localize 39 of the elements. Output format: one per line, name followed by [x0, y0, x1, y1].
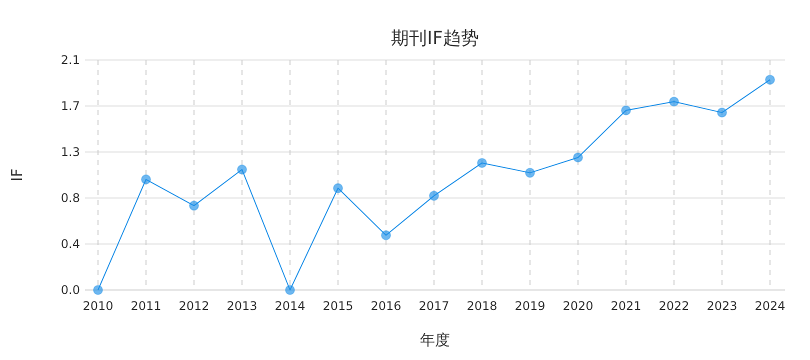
x-tick-label: 2014	[274, 299, 306, 313]
point	[764, 74, 776, 85]
x-tick-label: 2015	[322, 299, 354, 313]
x-tick-label: 2019	[514, 299, 546, 313]
point	[572, 152, 584, 162]
point	[188, 200, 200, 211]
x-tick-label: 2011	[130, 299, 162, 313]
x-tick-label: 2017	[418, 299, 450, 313]
x-tick-label: 2021	[610, 299, 642, 313]
y-tick-label: 0.8	[60, 191, 80, 206]
chart-title: 期刊IF趋势	[391, 28, 479, 49]
point	[620, 105, 632, 116]
x-tick-label: 2024	[754, 299, 786, 313]
x-tick-label: 2022	[658, 299, 690, 313]
x-tick-label: 2018	[466, 299, 498, 313]
x-axis-title: 年度	[420, 331, 450, 349]
y-tick-label: 0.0	[60, 283, 80, 298]
point	[428, 190, 440, 201]
x-tick-label: 2020	[562, 299, 594, 313]
x-tick-label: 2016	[370, 299, 402, 313]
y-tick-label: 1.3	[60, 145, 80, 160]
y-axis-title: IF	[8, 168, 26, 182]
point	[380, 230, 392, 240]
y-tick-label: 2.1	[60, 53, 80, 68]
x-tick-label: 2012	[178, 299, 210, 313]
y-tick-label: 1.7	[60, 99, 80, 114]
y-tick-label: 0.4	[60, 237, 80, 252]
x-tick-label: 2023	[706, 299, 738, 313]
point	[284, 284, 296, 296]
point	[668, 96, 680, 107]
point	[92, 284, 104, 296]
point	[476, 158, 488, 168]
point	[716, 108, 728, 118]
x-tick-label: 2013	[226, 299, 258, 313]
point	[524, 168, 536, 178]
point	[332, 183, 344, 194]
point	[236, 164, 248, 175]
x-tick-label: 2010	[82, 299, 114, 313]
point	[140, 174, 152, 184]
